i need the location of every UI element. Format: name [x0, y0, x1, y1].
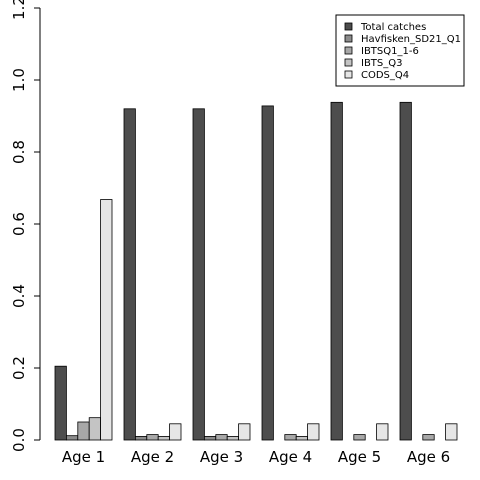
bar-1-3	[77, 421, 90, 441]
bar-3-4	[226, 435, 239, 441]
y-tick-label: 0.6	[10, 212, 28, 236]
bar-3-3	[215, 434, 228, 441]
x-category-label: Age 2	[131, 448, 174, 466]
bar-6-5	[445, 423, 458, 441]
y-tick-label: 0.0	[10, 428, 28, 452]
legend: Total catchesHavfisken_SD21_Q1IBTSQ1_1-6…	[335, 14, 465, 87]
y-tick-label: 1.0	[10, 68, 28, 92]
legend-swatch	[344, 34, 353, 43]
bar-3-1	[192, 108, 205, 441]
legend-box	[335, 14, 465, 87]
bar-3-5	[238, 423, 251, 441]
x-category-label: Age 6	[407, 448, 450, 466]
bar-1-2	[66, 435, 79, 441]
y-tick-label: 0.8	[10, 140, 28, 164]
legend-label: IBTSQ1_1-6	[361, 46, 419, 57]
bar-3-2	[203, 435, 217, 441]
bar-4-3	[284, 434, 297, 441]
x-category-label: Age 1	[62, 448, 105, 466]
legend-swatch	[344, 46, 353, 55]
bar-1-1	[54, 365, 67, 441]
bar-2-1	[123, 108, 136, 441]
legend-swatch	[344, 70, 353, 79]
x-category-label: Age 4	[269, 448, 312, 466]
bar-4-4	[295, 435, 309, 441]
legend-swatch	[344, 22, 353, 31]
legend-label: Total catches	[360, 22, 426, 33]
legend-swatch	[344, 58, 353, 67]
bar-4-1	[261, 105, 274, 441]
bar-1-5	[100, 199, 113, 441]
y-tick-label: 1.2	[10, 0, 28, 20]
legend-label: CODS_Q4	[361, 70, 409, 81]
y-tick-label: 0.4	[10, 284, 28, 308]
legend-label: IBTS_Q3	[361, 58, 403, 69]
bar-2-2	[134, 435, 148, 441]
bar-1-4	[88, 417, 101, 441]
bar-6-1	[399, 101, 412, 441]
bar-5-3	[353, 434, 366, 441]
bar-5-5	[376, 423, 389, 441]
x-category-label: Age 5	[338, 448, 381, 466]
bar-5-1	[330, 101, 343, 441]
x-category-label: Age 3	[200, 448, 243, 466]
legend-label: Havfisken_SD21_Q1	[361, 34, 461, 45]
bar-2-5	[169, 423, 182, 441]
y-tick-label: 0.2	[10, 356, 28, 380]
bar-2-3	[146, 434, 159, 441]
bar-4-5	[307, 423, 320, 441]
bar-6-3	[422, 434, 435, 441]
bar-2-4	[157, 435, 170, 441]
y-axis-ticks: 0.0 0.2 0.4 0.6 0.8 1.0 1.2	[10, 0, 40, 452]
x-axis-labels: Age 1 Age 2 Age 3 Age 4 Age 5 Age 6	[62, 448, 450, 466]
bars-group	[54, 101, 458, 441]
